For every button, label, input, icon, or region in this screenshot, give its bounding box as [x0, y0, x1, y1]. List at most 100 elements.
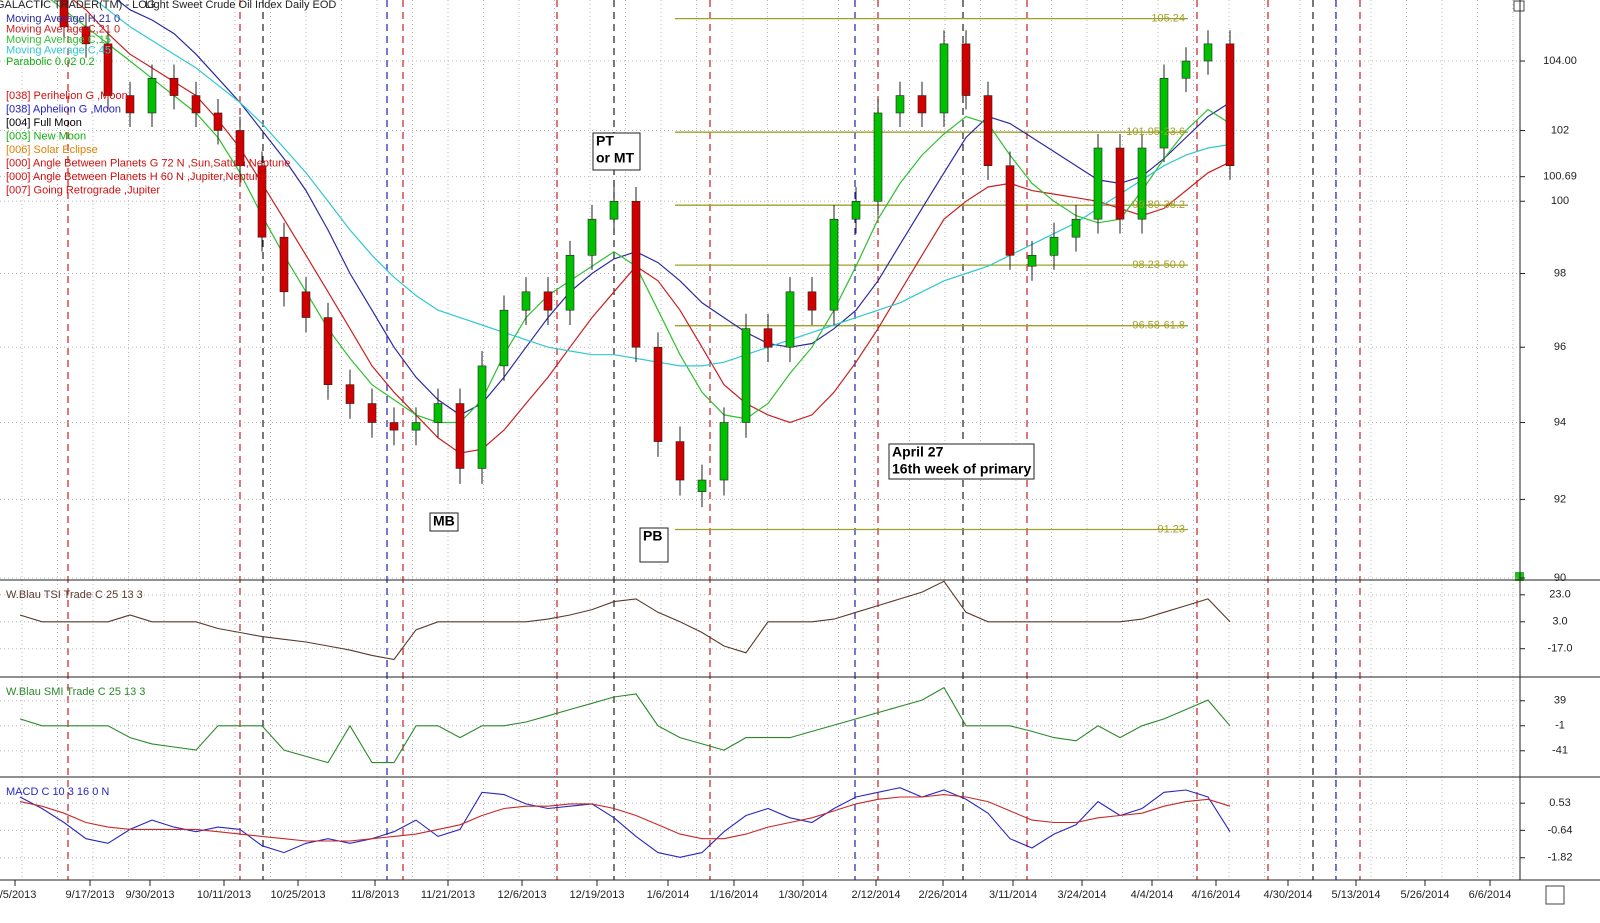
series-line [94, 0, 1231, 367]
panel [0, 787, 1520, 859]
panel-button[interactable] [1513, 0, 1525, 12]
y-tick-label: 96 [1554, 341, 1566, 353]
x-tick-label: 4/30/2014 [1264, 889, 1313, 901]
candle-body [785, 291, 795, 348]
annotation: PB [643, 528, 662, 544]
annotation-box [639, 527, 669, 563]
legend-entry: Moving Average C,15 [6, 34, 111, 46]
x-tick-label: 2/12/2014 [852, 889, 901, 901]
legend-entry: [004] Full Moon [6, 117, 82, 129]
x-tick-label: 9/30/2013 [126, 889, 175, 901]
series-line [19, 787, 1231, 858]
y-tick-label: 102 [1551, 124, 1569, 136]
x-tick-label: 9/17/2013 [66, 889, 115, 901]
y-tick-label: 39 [1554, 695, 1566, 707]
x-tick-label: 6/6/2014 [1469, 889, 1512, 901]
y-tick-label: -41 [1552, 745, 1568, 757]
legend-entry: Moving Average C,21 0 [6, 23, 120, 35]
y-tick-label: 100 [1551, 195, 1569, 207]
y-tick-label: 100.69 [1543, 171, 1577, 183]
x-tick-label: 3/24/2014 [1058, 889, 1107, 901]
legend-entry: [006] Solar Eclipse [6, 144, 98, 156]
series-line [19, 686, 1231, 764]
candle-body [345, 384, 355, 404]
y-tick-label: 94 [1554, 416, 1566, 428]
x-tick-label: 12/19/2013 [569, 889, 624, 901]
candle-body [169, 77, 179, 96]
y-tick-label: -1 [1555, 720, 1565, 732]
fib-label: 91.23 [1157, 523, 1185, 535]
panel-title: W.Blau SMI Trade C 25 13 3 [6, 686, 145, 698]
legend-entry: [038] Perihelion G ,Moon [6, 90, 128, 102]
candle-body [235, 130, 245, 166]
candle-body [917, 95, 927, 114]
legend-entry: [000] Angle Between Planets H 60 N ,Jupi… [6, 171, 267, 183]
x-tick-label: 1/30/2014 [779, 889, 828, 901]
candle-body [411, 422, 421, 431]
candle-body [697, 479, 707, 492]
legend-entry: Parabolic 0.02 0.2 [6, 56, 95, 68]
x-tick-label: 1/16/2014 [710, 889, 759, 901]
candle-body [257, 165, 267, 238]
candle-body [477, 365, 487, 469]
candle-body [543, 291, 553, 311]
annotation-box [888, 443, 1035, 480]
annotation: PT [596, 133, 614, 149]
y-tick-label: -0.64 [1547, 824, 1572, 836]
candle-body [499, 309, 509, 367]
candle-body [191, 95, 201, 114]
chart-subtitle: Light Sweet Crude Oil Index Daily EOD [145, 0, 336, 11]
x-tick-label: 10/11/2013 [197, 889, 251, 901]
x-tick-label: 5/26/2014 [1401, 889, 1450, 901]
candle-body [433, 403, 443, 423]
y-tick-label: 90 [1554, 572, 1566, 584]
candle-body [301, 291, 311, 318]
annotation: 16th week of primary [892, 461, 1031, 477]
legend-entry: [038] Aphelion G ,Moon [6, 103, 121, 115]
x-tick-label: 11/21/2013 [421, 889, 475, 901]
legend-entry: Moving Average H,21 0 [6, 13, 120, 25]
candle-body [719, 422, 729, 481]
candle-body [741, 328, 751, 423]
series-line [116, 0, 1231, 416]
x-tick-label: 5/13/2014 [1332, 889, 1381, 901]
x-tick-label: 10/25/2013 [270, 889, 325, 901]
annotation-box [429, 512, 459, 532]
candle-body [367, 403, 377, 423]
y-tick-label: 98 [1554, 267, 1566, 279]
timeframe-button[interactable] [1545, 885, 1565, 905]
chart-title: GALACTIC TRADER(TM) - LOG [0, 0, 155, 11]
legend-entry: Moving Average C,45 [6, 44, 111, 56]
candle-body [851, 200, 861, 220]
candle-body [125, 95, 135, 114]
y-tick-label: 104.00 [1543, 55, 1577, 67]
candle-body [81, 26, 91, 45]
y-tick-label: 23.0 [1549, 589, 1570, 601]
candle-body [609, 200, 619, 220]
fib-label: 98.23-50.0 [1132, 259, 1185, 271]
candle-body [807, 291, 817, 311]
annotation: MB [433, 513, 455, 529]
candle-body [1137, 147, 1147, 220]
candle-body [631, 200, 641, 348]
candle-body [389, 422, 399, 431]
x-tick-label: 1/6/2014 [647, 889, 690, 901]
candle-body [873, 112, 883, 202]
candle-body [147, 77, 157, 114]
panel [0, 580, 1520, 661]
y-tick-label: 0.53 [1549, 797, 1570, 809]
panel-title: W.Blau TSI Trade C 25 13 3 [6, 589, 143, 601]
candle-body [1115, 147, 1125, 220]
candle-body [279, 236, 289, 293]
x-tick-label: 9/5/2013 [0, 889, 36, 901]
candle-body [961, 43, 971, 96]
fib-label: 96.58-61.8 [1132, 320, 1185, 332]
candle-body [59, 0, 69, 28]
annotation-box [592, 132, 641, 171]
x-tick-label: 3/11/2014 [989, 889, 1037, 901]
candle-body [565, 255, 575, 311]
candle-body [587, 218, 597, 256]
